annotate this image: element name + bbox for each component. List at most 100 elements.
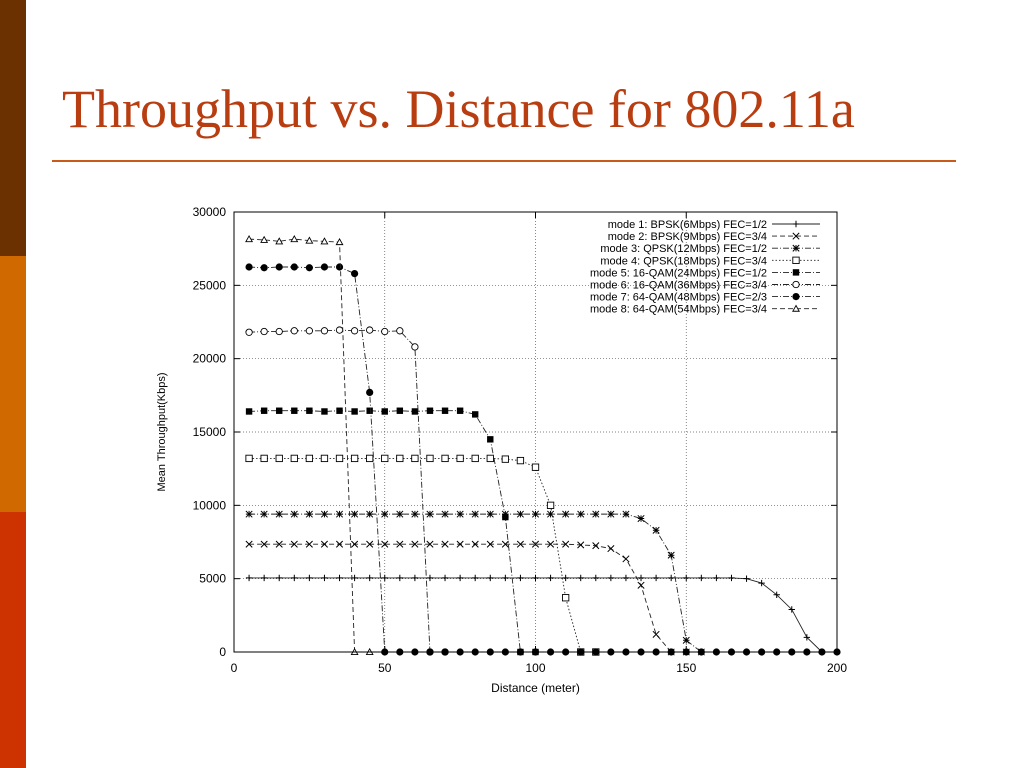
data-point <box>351 270 359 278</box>
y-tick-label: 0 <box>219 645 226 659</box>
data-point <box>305 540 313 548</box>
data-point <box>501 455 509 463</box>
data-point <box>275 327 283 336</box>
data-point <box>592 574 599 582</box>
data-point <box>366 574 373 582</box>
data-point <box>260 327 268 336</box>
data-point <box>366 407 373 414</box>
data-point <box>758 579 765 587</box>
data-point <box>471 454 479 463</box>
data-point <box>516 540 524 548</box>
data-point <box>396 510 404 518</box>
legend-swatch-marker <box>792 232 800 240</box>
data-point <box>320 237 329 245</box>
data-point <box>486 454 494 463</box>
x-axis-label: Distance (meter) <box>491 681 580 695</box>
data-point <box>562 594 570 602</box>
data-point <box>260 454 268 463</box>
data-point <box>531 540 540 548</box>
data-point <box>546 501 555 509</box>
data-point <box>366 510 374 518</box>
data-point <box>426 574 434 582</box>
data-point <box>577 510 585 518</box>
data-point <box>305 327 314 335</box>
data-point <box>456 510 464 518</box>
data-point <box>396 574 404 582</box>
legend-swatch-marker <box>792 269 800 276</box>
data-point <box>471 510 479 518</box>
data-point <box>351 510 359 518</box>
legend-label: mode 8: 64-QAM(54Mbps) FEC=3/4 <box>590 304 767 316</box>
y-tick-label: 25000 <box>193 278 227 292</box>
data-point <box>260 407 268 414</box>
data-point <box>788 606 795 613</box>
data-point <box>803 634 811 641</box>
data-point <box>667 574 675 582</box>
data-point <box>441 510 449 518</box>
data-point <box>245 510 253 518</box>
data-point <box>637 581 645 589</box>
data-point <box>381 540 389 548</box>
y-tick-label: 5000 <box>199 572 226 586</box>
data-point <box>260 235 269 243</box>
data-point <box>245 454 253 463</box>
data-point <box>547 510 555 518</box>
series-1 <box>245 574 826 656</box>
data-point <box>335 237 344 246</box>
data-point <box>275 454 283 463</box>
data-point <box>652 526 660 534</box>
data-point <box>290 263 298 271</box>
legend-label: mode 6: 16-QAM(36Mbps) FEC=3/4 <box>590 280 767 292</box>
data-point <box>321 574 328 582</box>
data-point <box>275 510 283 518</box>
data-point <box>652 574 660 582</box>
data-point <box>577 541 585 549</box>
data-point <box>637 574 645 582</box>
data-point <box>683 574 690 582</box>
data-point <box>728 574 735 582</box>
data-point <box>456 540 464 548</box>
data-point <box>245 540 253 548</box>
data-point <box>562 574 569 582</box>
legend-swatch-marker <box>792 244 800 252</box>
data-point <box>487 436 494 443</box>
data-point <box>335 540 344 548</box>
data-point <box>305 454 314 463</box>
data-point <box>381 454 389 463</box>
title-underline <box>52 160 956 162</box>
x-tick-label: 50 <box>378 661 392 675</box>
data-point <box>335 510 344 518</box>
x-tick-label: 200 <box>827 661 847 675</box>
data-point <box>291 574 298 582</box>
data-point <box>667 551 675 559</box>
data-point <box>260 574 268 582</box>
data-point <box>396 454 404 463</box>
data-point <box>335 263 344 271</box>
data-point <box>607 574 615 582</box>
legend-swatch-marker <box>792 280 800 289</box>
y-tick-label: 15000 <box>193 425 227 439</box>
series-line <box>249 410 536 653</box>
data-point <box>547 574 554 582</box>
data-point <box>351 540 359 548</box>
data-point <box>486 540 494 548</box>
data-point <box>351 408 358 415</box>
data-point <box>290 510 298 518</box>
data-point <box>290 540 298 548</box>
data-point <box>335 454 344 463</box>
data-point <box>411 540 419 548</box>
data-point <box>396 540 404 548</box>
data-point <box>637 514 645 523</box>
series-3 <box>245 510 705 656</box>
data-point <box>290 327 298 335</box>
data-point <box>381 510 389 518</box>
series-line <box>249 457 596 653</box>
data-point <box>622 555 630 563</box>
y-axis-label: Mean Throughput(Kbps) <box>156 372 168 491</box>
data-point <box>260 510 268 518</box>
series-line <box>249 329 446 653</box>
data-point <box>381 408 388 415</box>
y-tick-label: 10000 <box>193 498 227 512</box>
data-point <box>411 574 419 582</box>
data-point <box>773 591 780 598</box>
